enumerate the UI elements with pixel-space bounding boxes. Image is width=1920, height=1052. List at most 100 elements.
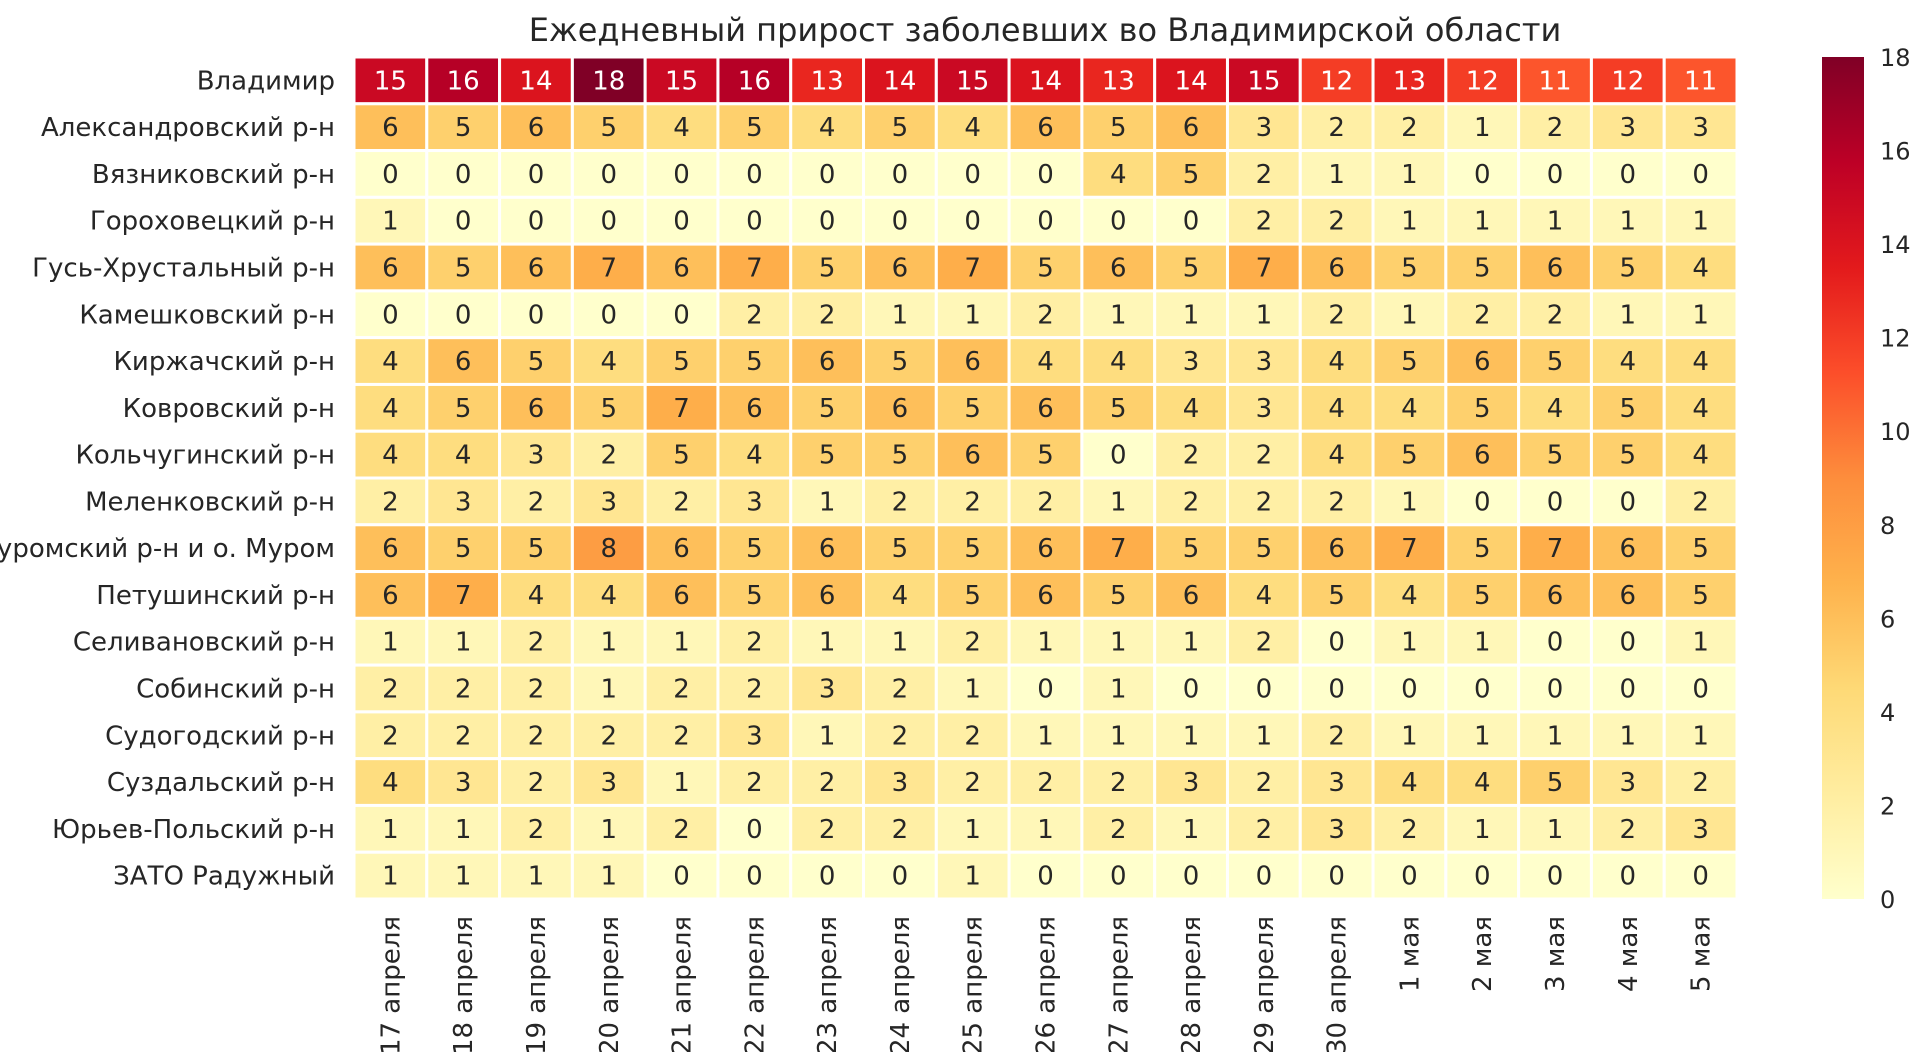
heatmap-cell xyxy=(789,336,866,386)
cell-value: 0 xyxy=(1547,160,1564,190)
heatmap-cell xyxy=(934,289,1011,340)
heatmap-cell xyxy=(862,850,938,901)
heatmap-cell xyxy=(934,710,1011,761)
heatmap-cell xyxy=(862,149,938,199)
cell-value: 1 xyxy=(1110,628,1127,658)
cell-value: 6 xyxy=(1620,581,1637,611)
cell-value: 13 xyxy=(1393,66,1426,96)
cell-value: 0 xyxy=(1328,628,1345,658)
cell-value: 13 xyxy=(1102,66,1135,96)
cell-value: 3 xyxy=(1620,113,1637,143)
cell-value: 12 xyxy=(1611,66,1644,96)
cell-value: 1 xyxy=(1692,628,1709,658)
colorbar-tick-label: 4 xyxy=(1880,699,1895,727)
cell-value: 6 xyxy=(964,347,981,377)
cell-value: 5 xyxy=(1692,581,1709,611)
cell-value: 5 xyxy=(1401,441,1418,471)
cell-value: 5 xyxy=(455,113,472,143)
cell-value: 0 xyxy=(1110,441,1127,471)
heatmap-cell xyxy=(352,336,429,386)
cell-value: 2 xyxy=(382,721,399,751)
heatmap-cell xyxy=(1007,382,1084,433)
heatmap-cell xyxy=(1517,476,1593,527)
heatmap-cell xyxy=(1371,242,1448,293)
heatmap-cell xyxy=(716,616,793,667)
cell-value: 0 xyxy=(964,207,981,237)
cell-value: 0 xyxy=(673,207,690,237)
heatmap-cell xyxy=(570,616,647,667)
heatmap-cell xyxy=(1007,663,1084,714)
cell-value: 4 xyxy=(1328,394,1345,424)
cell-value: 0 xyxy=(746,160,763,190)
cell-value: 0 xyxy=(528,300,545,330)
heatmap-cell xyxy=(1662,195,1739,246)
cell-value: 4 xyxy=(528,581,545,611)
cell-value: 2 xyxy=(1328,487,1345,517)
cell-value: 0 xyxy=(1256,862,1273,892)
cell-value: 1 xyxy=(1037,815,1054,845)
cell-value: 1 xyxy=(1401,160,1418,190)
cell-value: 5 xyxy=(1547,347,1564,377)
heatmap-cell xyxy=(498,570,574,620)
cell-value: 1 xyxy=(1692,300,1709,330)
cell-value: 5 xyxy=(1256,534,1273,564)
cell-value: 0 xyxy=(455,300,472,330)
cell-value: 4 xyxy=(1401,768,1418,798)
cell-value: 1 xyxy=(382,207,399,237)
row-label: Меленковский р-н xyxy=(85,487,335,517)
cell-value: 0 xyxy=(1401,675,1418,705)
cell-value: 0 xyxy=(1620,675,1637,705)
heatmap-cell xyxy=(789,570,866,620)
cell-value: 2 xyxy=(528,628,545,658)
heatmap-cell xyxy=(1444,850,1521,901)
heatmap-cell xyxy=(498,242,574,293)
cell-value: 1 xyxy=(964,300,981,330)
cell-value: 3 xyxy=(819,675,836,705)
heatmap-cell xyxy=(934,382,1011,433)
cell-value: 4 xyxy=(964,113,981,143)
column-label: 4 мая xyxy=(1614,916,1644,992)
cell-value: 5 xyxy=(746,581,763,611)
cell-value: 7 xyxy=(964,254,981,284)
cell-value: 3 xyxy=(1328,768,1345,798)
cell-value: 5 xyxy=(1547,441,1564,471)
cell-value: 2 xyxy=(819,300,836,330)
cell-value: 6 xyxy=(819,347,836,377)
cell-value: 0 xyxy=(1183,862,1200,892)
heatmap-cell xyxy=(352,102,429,153)
heatmap-cell xyxy=(862,803,938,854)
cell-value: 4 xyxy=(600,347,617,377)
cell-value: 5 xyxy=(1110,394,1127,424)
row-label: Юрьев-Польский р-н xyxy=(52,815,335,845)
cell-value: 2 xyxy=(746,628,763,658)
heatmap-cell xyxy=(1444,710,1521,761)
cell-value: 6 xyxy=(528,394,545,424)
cell-value: 0 xyxy=(600,160,617,190)
cell-value: 2 xyxy=(1256,207,1273,237)
cell-value: 1 xyxy=(1328,160,1345,190)
heatmap-cell xyxy=(643,663,720,714)
cell-value: 3 xyxy=(1256,113,1273,143)
cell-value: 7 xyxy=(1547,534,1564,564)
cell-value: 3 xyxy=(892,768,909,798)
cell-value: 5 xyxy=(1037,254,1054,284)
colorbar-tick-label: 12 xyxy=(1880,325,1911,353)
cell-value: 7 xyxy=(1110,534,1127,564)
cell-value: 3 xyxy=(455,768,472,798)
cell-value: 1 xyxy=(600,862,617,892)
cell-value: 0 xyxy=(1620,862,1637,892)
heatmap-cell xyxy=(1007,55,1084,106)
cell-value: 2 xyxy=(1620,815,1637,845)
heatmap-cell xyxy=(934,195,1011,246)
cell-value: 5 xyxy=(528,534,545,564)
heatmap-cell xyxy=(498,663,574,714)
cell-value: 5 xyxy=(1620,441,1637,471)
cell-value: 1 xyxy=(1037,721,1054,751)
cell-value: 2 xyxy=(528,675,545,705)
heatmap-cell xyxy=(1007,850,1084,901)
cell-value: 5 xyxy=(819,441,836,471)
cell-value: 5 xyxy=(892,441,909,471)
cell-value: 2 xyxy=(600,721,617,751)
cell-value: 3 xyxy=(1620,768,1637,798)
cell-value: 5 xyxy=(1401,254,1418,284)
